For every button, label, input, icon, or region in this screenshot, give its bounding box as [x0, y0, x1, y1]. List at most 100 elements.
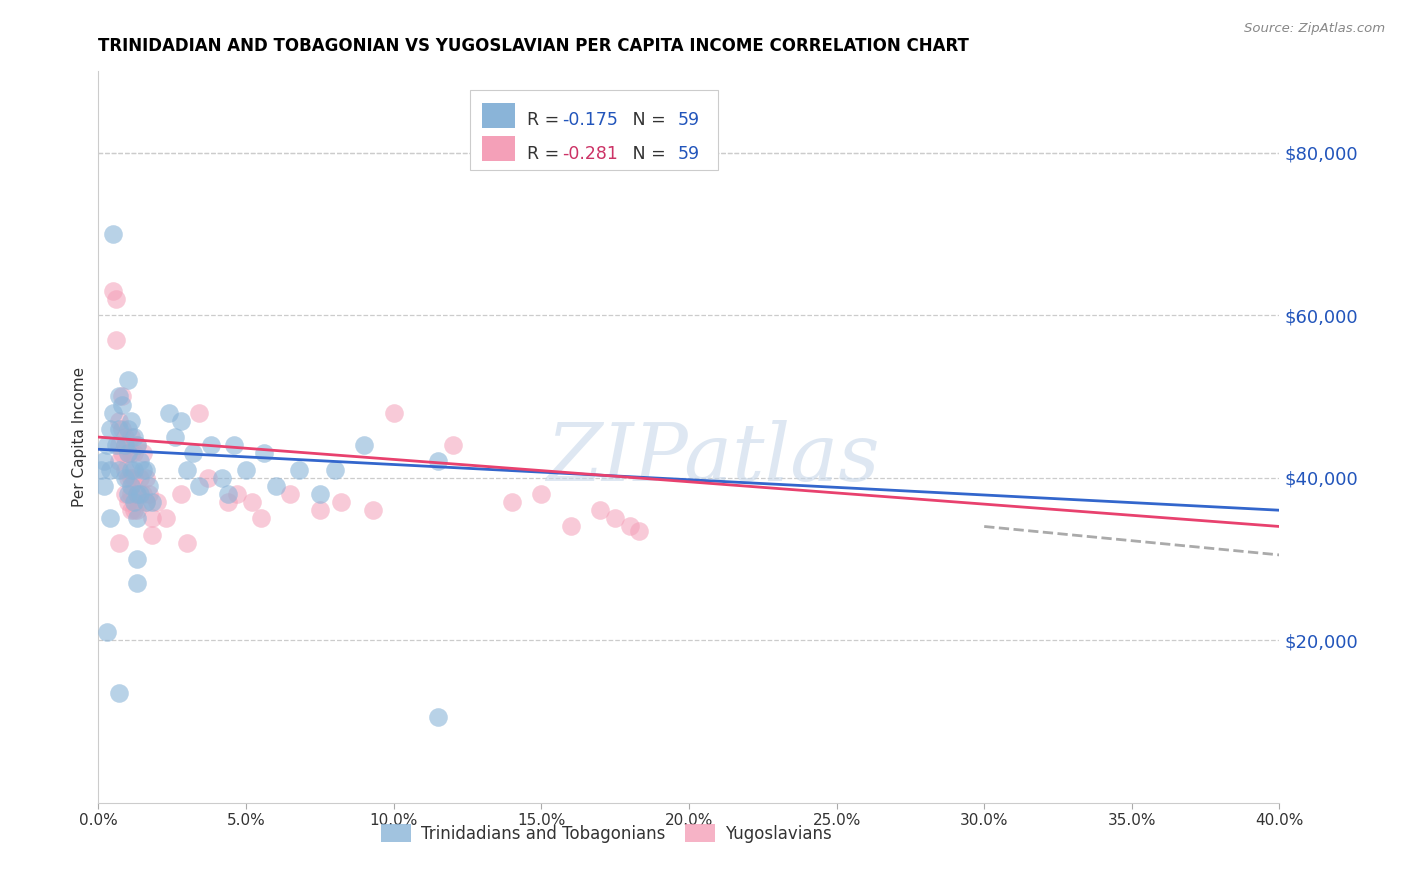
Text: ZIPatlas: ZIPatlas — [546, 420, 879, 498]
Point — [309, 503, 332, 517]
Point — [427, 710, 450, 724]
Point — [627, 524, 650, 538]
Point — [120, 503, 142, 517]
Point — [288, 462, 311, 476]
Point — [122, 430, 145, 444]
Point — [120, 462, 142, 476]
Point — [135, 471, 157, 485]
Point — [96, 625, 118, 640]
Point — [120, 487, 142, 501]
Point — [114, 462, 136, 476]
Point — [135, 495, 157, 509]
Point — [132, 487, 155, 501]
Point — [382, 406, 405, 420]
Point — [108, 414, 131, 428]
Point — [90, 462, 112, 476]
Point — [117, 495, 139, 509]
Point — [125, 487, 148, 501]
Text: TRINIDADIAN AND TOBAGONIAN VS YUGOSLAVIAN PER CAPITA INCOME CORRELATION CHART: TRINIDADIAN AND TOBAGONIAN VS YUGOSLAVIA… — [98, 37, 969, 54]
Point — [217, 487, 239, 501]
Point — [280, 487, 302, 501]
Point — [176, 535, 198, 549]
Point — [605, 511, 627, 525]
Point — [128, 471, 150, 485]
Point — [111, 422, 134, 436]
Point — [108, 438, 131, 452]
Point — [120, 446, 142, 460]
Point — [217, 495, 239, 509]
FancyBboxPatch shape — [482, 136, 516, 161]
Point — [120, 471, 142, 485]
Point — [353, 438, 375, 452]
Point — [117, 487, 139, 501]
Point — [125, 438, 148, 452]
Point — [103, 284, 125, 298]
Point — [141, 527, 163, 541]
Point — [120, 430, 142, 444]
Point — [146, 495, 169, 509]
Point — [441, 438, 464, 452]
Point — [125, 511, 148, 525]
Point — [114, 438, 136, 452]
Point — [108, 422, 131, 436]
Point — [122, 446, 145, 460]
Point — [98, 462, 121, 476]
Point — [98, 511, 121, 525]
Point — [530, 487, 553, 501]
Point — [235, 462, 257, 476]
Point — [329, 495, 352, 509]
Point — [105, 438, 128, 452]
Point — [157, 406, 180, 420]
Point — [181, 446, 204, 460]
Point — [114, 487, 136, 501]
Point — [187, 479, 209, 493]
Point — [93, 454, 115, 468]
Point — [108, 686, 131, 700]
FancyBboxPatch shape — [471, 90, 718, 170]
Text: N =: N = — [616, 145, 671, 163]
Point — [128, 454, 150, 468]
Point — [103, 227, 125, 241]
Point — [141, 511, 163, 525]
Text: -0.281: -0.281 — [562, 145, 619, 163]
Text: R =: R = — [527, 145, 565, 163]
Point — [103, 406, 125, 420]
Point — [132, 446, 155, 460]
Point — [253, 446, 276, 460]
Point — [125, 576, 148, 591]
Point — [309, 487, 332, 501]
Point — [250, 511, 273, 525]
Point — [264, 479, 287, 493]
Point — [122, 503, 145, 517]
Text: -0.175: -0.175 — [562, 112, 619, 129]
Y-axis label: Per Capita Income: Per Capita Income — [72, 367, 87, 508]
Point — [128, 487, 150, 501]
Point — [117, 422, 139, 436]
Legend: Trinidadians and Tobagonians, Yugoslavians: Trinidadians and Tobagonians, Yugoslavia… — [374, 818, 838, 849]
Point — [135, 462, 157, 476]
Point — [138, 479, 160, 493]
Point — [197, 471, 219, 485]
Point — [96, 438, 118, 452]
FancyBboxPatch shape — [482, 103, 516, 128]
Point — [240, 495, 263, 509]
Text: N =: N = — [616, 112, 671, 129]
Text: Source: ZipAtlas.com: Source: ZipAtlas.com — [1244, 22, 1385, 36]
Point — [427, 454, 450, 468]
Point — [111, 398, 134, 412]
Point — [108, 454, 131, 468]
Point — [117, 446, 139, 460]
Point — [132, 462, 155, 476]
Point — [560, 519, 582, 533]
Point — [187, 406, 209, 420]
Point — [176, 462, 198, 476]
Point — [165, 430, 187, 444]
Point — [114, 430, 136, 444]
Point — [141, 495, 163, 509]
Point — [105, 292, 128, 306]
Point — [125, 438, 148, 452]
Point — [108, 389, 131, 403]
Point — [117, 373, 139, 387]
Text: R =: R = — [527, 112, 565, 129]
Point — [226, 487, 249, 501]
